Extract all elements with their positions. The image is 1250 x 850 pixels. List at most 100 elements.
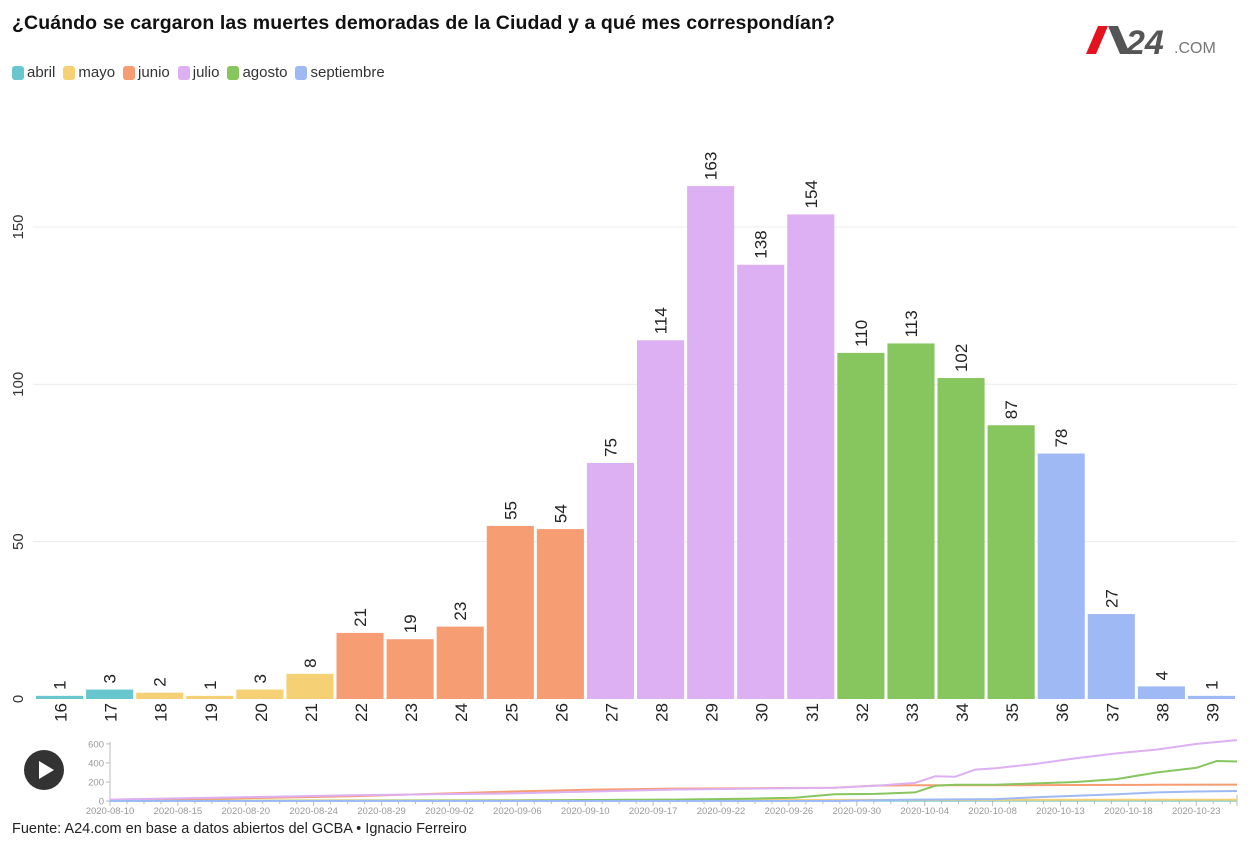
- bar-value-label: 8: [301, 658, 320, 667]
- bar-29[interactable]: [687, 186, 735, 699]
- legend-swatch: [227, 65, 240, 80]
- bar-value-label: 3: [101, 674, 120, 683]
- bar-20[interactable]: [236, 689, 284, 699]
- bar-value-label: 54: [551, 504, 570, 523]
- bar-36[interactable]: [1037, 453, 1085, 699]
- legend-item-julio[interactable]: julio: [177, 64, 220, 81]
- y-tick-label: 0: [10, 695, 27, 703]
- chart-title: ¿Cuándo se cargaron las muertes demorada…: [12, 12, 836, 34]
- bar-31[interactable]: [787, 214, 835, 699]
- x-tick-label: 19: [202, 703, 221, 722]
- timeline-x-label: 2020-08-10: [86, 806, 135, 817]
- timeline-x-label: 2020-09-02: [425, 806, 474, 817]
- x-tick-label: 26: [552, 703, 571, 722]
- x-tick-label: 31: [803, 703, 822, 722]
- bar-17[interactable]: [86, 689, 134, 699]
- bar-value-label: 1: [51, 680, 70, 689]
- logo-suffix: .COM: [1174, 40, 1216, 57]
- bar-33[interactable]: [887, 343, 935, 699]
- timeline-x-label: 2020-09-10: [561, 806, 610, 817]
- legend: abril mayo junio julio agosto septiembre: [12, 64, 385, 81]
- legend-item-mayo[interactable]: mayo: [63, 64, 115, 81]
- bar-23[interactable]: [386, 639, 434, 699]
- x-tick-label: 28: [653, 703, 672, 722]
- legend-label: julio: [192, 64, 220, 81]
- a24-logo: 24 .COM: [1086, 24, 1216, 58]
- bar-21[interactable]: [286, 673, 334, 699]
- x-tick-label: 18: [152, 703, 171, 722]
- x-tick-label: 25: [502, 703, 521, 722]
- legend-label: mayo: [78, 64, 116, 81]
- legend-label: agosto: [242, 64, 288, 81]
- bar-value-label: 4: [1152, 671, 1171, 680]
- bar-value-label: 78: [1052, 429, 1071, 448]
- x-tick-label: 16: [52, 703, 71, 722]
- x-tick-label: 21: [302, 703, 321, 722]
- bar-value-label: 87: [1002, 400, 1021, 419]
- bar-39[interactable]: [1187, 695, 1235, 699]
- bar-value-label: 138: [752, 230, 771, 258]
- legend-swatch: [123, 65, 136, 80]
- timeline-x-label: 2020-08-24: [289, 806, 338, 817]
- timeline-line-julio: [109, 739, 1238, 801]
- timeline-x-label: 2020-09-22: [697, 806, 746, 817]
- legend-item-agosto[interactable]: agosto: [227, 64, 287, 81]
- bar-28[interactable]: [637, 340, 685, 699]
- y-tick-label: 150: [10, 214, 27, 239]
- bar-value-label: 102: [952, 344, 971, 372]
- bar-value-label: 19: [401, 614, 420, 633]
- timeline-y-label: 400: [88, 758, 104, 769]
- bar-37[interactable]: [1087, 614, 1135, 699]
- bar-value-label: 163: [702, 152, 721, 180]
- timeline-x-label: 2020-10-18: [1104, 806, 1153, 817]
- bar-value-label: 154: [802, 180, 821, 208]
- bar-value-label: 2: [151, 677, 170, 686]
- bar-32[interactable]: [837, 352, 885, 699]
- bar-22[interactable]: [336, 632, 384, 699]
- timeline-line-junio: [109, 783, 1238, 801]
- timeline-x-label: 2020-10-23: [1172, 806, 1221, 817]
- x-tick-label: 36: [1053, 703, 1072, 722]
- timeline-y-label: 600: [88, 739, 104, 750]
- bar-27[interactable]: [586, 463, 634, 699]
- bar-value-label: 3: [251, 674, 270, 683]
- x-tick-label: 29: [703, 703, 722, 722]
- bar-26[interactable]: [536, 529, 584, 699]
- x-tick-label: 33: [903, 703, 922, 722]
- bar-value-label: 55: [501, 501, 520, 520]
- bar-19[interactable]: [186, 695, 234, 699]
- legend-label: abril: [27, 64, 56, 81]
- x-tick-label: 34: [953, 703, 972, 722]
- bar-value-label: 113: [902, 310, 921, 337]
- bar-34[interactable]: [937, 378, 985, 699]
- bar-value-label: 114: [652, 307, 671, 334]
- timeline-chart[interactable]: 0 200 400 600 2020-08-10 2020-08-15 2020-08-20…: [70, 732, 1250, 820]
- timeline-line-agosto: [109, 760, 1238, 802]
- source-note: Fuente: A24.com en base a datos abiertos…: [12, 821, 467, 837]
- y-tick-label: 50: [10, 533, 27, 550]
- timeline-x-label: 2020-10-08: [968, 806, 1017, 817]
- bar-24[interactable]: [436, 626, 484, 699]
- bar-35[interactable]: [987, 425, 1035, 699]
- legend-item-septiembre[interactable]: septiembre: [295, 64, 385, 81]
- legend-item-junio[interactable]: junio: [123, 64, 170, 81]
- bar-25[interactable]: [486, 525, 534, 699]
- x-tick-label: 22: [352, 703, 371, 722]
- bar-30[interactable]: [737, 264, 785, 699]
- x-tick-label: 38: [1153, 703, 1172, 722]
- bar-16[interactable]: [36, 695, 84, 699]
- x-tick-label: 30: [753, 703, 772, 722]
- legend-swatch: [12, 65, 24, 80]
- x-tick-label: 17: [102, 703, 121, 722]
- logo-24: 24: [1125, 24, 1164, 58]
- legend-item-abril[interactable]: abril: [12, 64, 55, 81]
- timeline-x-label: 2020-09-17: [629, 806, 678, 817]
- legend-swatch: [177, 65, 190, 80]
- bar-18[interactable]: [136, 692, 184, 699]
- timeline-x-label: 2020-10-13: [1036, 806, 1085, 817]
- logo-slash-red: [1086, 26, 1108, 54]
- timeline-x-label: 2020-08-20: [221, 806, 270, 817]
- x-tick-label: 24: [452, 703, 471, 722]
- bar-38[interactable]: [1137, 686, 1185, 699]
- play-button[interactable]: [24, 750, 64, 790]
